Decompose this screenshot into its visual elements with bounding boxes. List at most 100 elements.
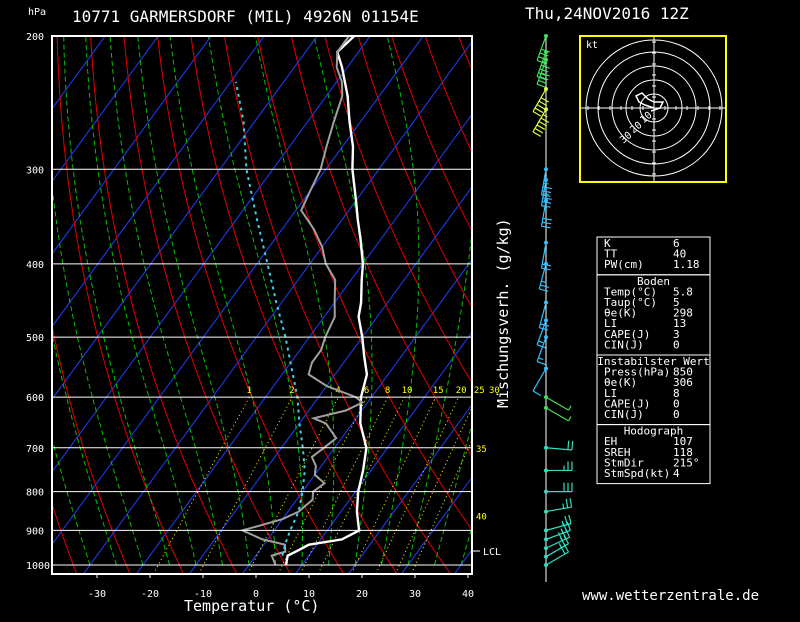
wind-barb-feather bbox=[568, 514, 572, 524]
stats-label: θe(K) bbox=[604, 307, 637, 320]
wind-barb-feather bbox=[557, 532, 563, 541]
stats-value: 850 bbox=[673, 366, 693, 379]
stats-value: 118 bbox=[673, 446, 693, 459]
mixing-ratio-value: 10 bbox=[402, 386, 413, 396]
wind-barb bbox=[544, 395, 572, 411]
wind-barb bbox=[536, 50, 550, 81]
wind-barb-feather bbox=[536, 124, 546, 130]
wind-barb-feather bbox=[536, 361, 546, 366]
stats-box bbox=[596, 424, 711, 485]
wind-barb-feather bbox=[571, 441, 574, 451]
dry-adiabat-line bbox=[123, 36, 291, 574]
y-tick-label: 500 bbox=[26, 333, 44, 344]
wind-barb-feather bbox=[539, 288, 549, 292]
wind-barb bbox=[544, 405, 572, 422]
wind-barb-feather bbox=[536, 104, 546, 110]
wind-barb-staff bbox=[545, 407, 569, 422]
isotherm-line bbox=[52, 36, 265, 328]
stats-label: LI bbox=[604, 317, 617, 330]
moist-adiabat-line bbox=[85, 36, 197, 566]
theta-label: 35 bbox=[476, 445, 487, 455]
stats-label: Temp(°C) bbox=[604, 285, 657, 298]
station-title: 10771 GARMERSDORF (MIL) 4926N 01154E bbox=[72, 7, 419, 26]
dry-adiabat-line bbox=[52, 323, 131, 574]
wind-barb bbox=[544, 535, 570, 559]
wind-barb-staff bbox=[538, 263, 547, 290]
stats-value: 5 bbox=[673, 296, 680, 309]
stats-section-title: Instabilster Wert bbox=[597, 355, 710, 368]
stats-label: CIN(J) bbox=[604, 408, 644, 421]
moist-adiabat-line bbox=[52, 181, 144, 566]
mixing-ratio-value: 30 bbox=[489, 386, 500, 396]
wind-barb-staff bbox=[545, 551, 569, 566]
wind-barb bbox=[544, 528, 571, 551]
mixing-ratio-value: 15 bbox=[433, 386, 444, 396]
wind-barb bbox=[532, 87, 550, 117]
mixing-ratio-value: 6 bbox=[364, 386, 369, 396]
wind-barb-feather bbox=[562, 503, 565, 509]
wind-barb-feather bbox=[565, 498, 569, 508]
wind-barb-feather bbox=[541, 64, 550, 69]
wind-barb-feather bbox=[543, 193, 549, 196]
stats-value: 306 bbox=[673, 376, 693, 389]
mixing-ratio-line bbox=[375, 396, 460, 574]
wind-barb bbox=[540, 240, 552, 271]
x-axis-label: Temperatur (°C) bbox=[184, 597, 319, 615]
wind-barb bbox=[544, 498, 573, 514]
mixing-ratio-value: 2 bbox=[289, 386, 294, 396]
wind-barb bbox=[540, 167, 552, 198]
y-tick-label: 600 bbox=[26, 393, 44, 404]
wind-barb-feather bbox=[541, 194, 551, 198]
wind-barb-feather bbox=[561, 520, 564, 526]
mixing-ratio-line bbox=[299, 396, 389, 574]
hodograph-unit: kt bbox=[586, 40, 598, 51]
wind-barb-feather bbox=[539, 76, 549, 81]
wind-barb-feather bbox=[567, 416, 572, 422]
x-tick-label: -30 bbox=[88, 589, 106, 600]
wind-barb-feather bbox=[542, 201, 552, 204]
dry-adiabat-line bbox=[190, 36, 398, 574]
mixing-ratio-value: 8 bbox=[385, 386, 390, 396]
wind-barb-feather bbox=[536, 59, 546, 65]
stats-value: 8 bbox=[673, 387, 680, 400]
wind-barb-feather bbox=[536, 83, 546, 88]
stats-value: 0 bbox=[673, 397, 680, 410]
stats-value: 1.18 bbox=[673, 258, 700, 271]
wind-barb-feather bbox=[541, 267, 551, 271]
mixing-ratio-line bbox=[350, 396, 437, 574]
wind-barb bbox=[532, 366, 548, 397]
wind-barb-feather bbox=[538, 100, 548, 107]
wind-barb-feather bbox=[539, 68, 549, 73]
y-tick-label: 400 bbox=[26, 260, 44, 271]
wind-barb-feather bbox=[541, 225, 551, 229]
stats-label: LI bbox=[604, 387, 617, 400]
dry-adiabat-line bbox=[357, 36, 472, 309]
dewpoint-line bbox=[239, 36, 365, 566]
wind-barb-staff bbox=[545, 543, 569, 558]
wind-barb-feather bbox=[558, 543, 563, 548]
dry-adiabat-line bbox=[324, 36, 472, 384]
wind-barb-feather bbox=[541, 280, 547, 284]
wind-barb-feather bbox=[538, 120, 548, 127]
dry-adiabat-line bbox=[391, 36, 472, 233]
wind-barb-feather bbox=[540, 284, 550, 288]
wind-barb-feather bbox=[542, 114, 548, 118]
stats-value: 5.8 bbox=[673, 285, 693, 298]
stats-value: 215° bbox=[673, 456, 700, 469]
y-tick-label: 900 bbox=[26, 526, 44, 537]
mixing-ratio-line bbox=[198, 396, 293, 574]
stats-label: Taup(°C) bbox=[604, 296, 657, 309]
plot-frame bbox=[51, 35, 473, 575]
lcl-label: LCL bbox=[483, 547, 501, 558]
axes: 200 300 400 500 600 700 800 900 1000 -30 -20 -10 0 10… bbox=[26, 32, 474, 600]
wind-barb bbox=[544, 521, 571, 542]
wind-barb-feather bbox=[542, 221, 552, 225]
wind-barb bbox=[538, 261, 550, 292]
mixing-ratio-value: 20 bbox=[456, 386, 467, 396]
wind-barb-feather bbox=[542, 263, 552, 267]
footer-site: www.wetterzentrale.de bbox=[582, 588, 759, 604]
moist-adiabat-line bbox=[63, 36, 170, 566]
